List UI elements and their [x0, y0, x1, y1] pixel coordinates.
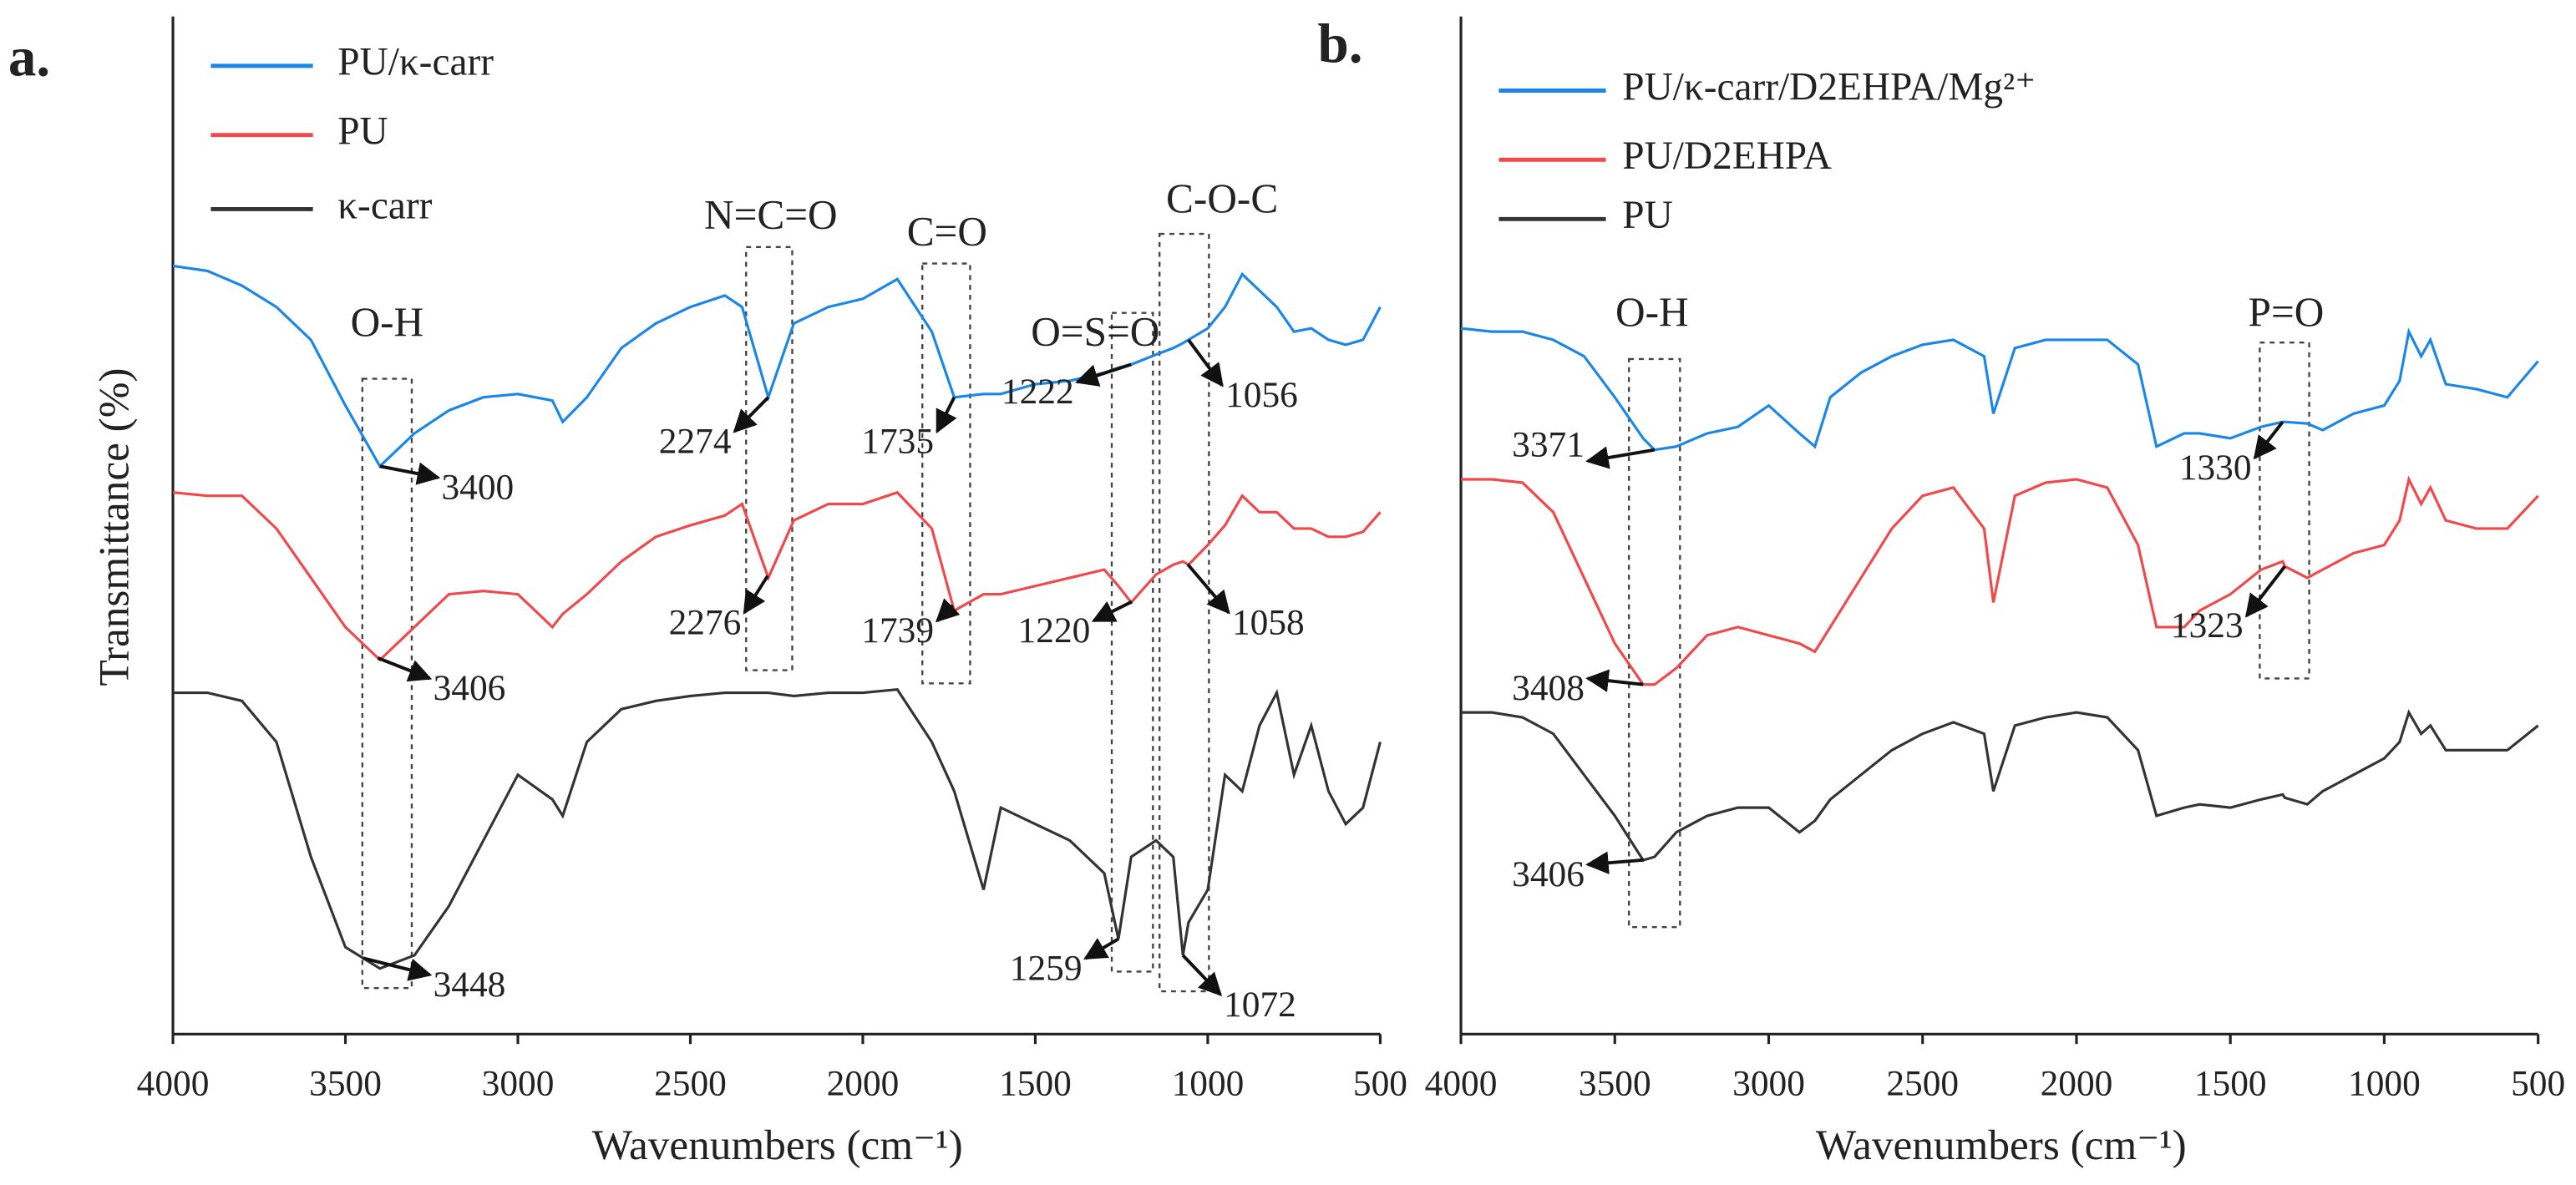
x-tick-label: 4000	[137, 1063, 210, 1103]
peak-arrow	[1585, 851, 1645, 874]
peak-label: 1330	[2179, 448, 2252, 488]
peak-arrow	[2253, 421, 2284, 460]
legend-label: PU	[337, 110, 388, 154]
region-label: C=O	[907, 208, 987, 254]
x-tick-label: 2000	[827, 1063, 900, 1103]
peak-arrow	[1091, 600, 1133, 623]
peak-label: 1220	[1018, 610, 1091, 651]
spectrum-line	[173, 687, 1382, 970]
region-box	[921, 262, 971, 685]
spectrum-line	[172, 490, 1382, 662]
peak-label: 1735	[861, 421, 934, 461]
x-tick-label: 500	[2511, 1063, 2565, 1103]
x-tick-label: 3000	[482, 1063, 555, 1103]
peak-arrow	[936, 598, 961, 623]
peak-label: 3408	[1512, 668, 1585, 708]
legend-label: PU/κ-carr	[337, 41, 494, 84]
region-box	[361, 377, 413, 990]
legend-label: κ-carr	[337, 184, 432, 227]
peak-label: 2276	[669, 602, 742, 642]
peak-arrow	[936, 396, 957, 434]
x-tick-label: 500	[1353, 1063, 1407, 1103]
region-label: P=O	[2249, 289, 2325, 335]
spectrum-line	[1461, 709, 2539, 862]
peak-label: 2274	[659, 421, 732, 461]
peak-label: 3400	[441, 468, 514, 508]
legend-label: PU/D2EHPA	[1622, 134, 1832, 178]
peak-arrow	[377, 656, 433, 682]
legend-label: PU	[1622, 194, 1672, 237]
peak-label: 1739	[861, 610, 934, 651]
peak-label: 1072	[1224, 985, 1296, 1025]
peak-arrow	[1585, 446, 1656, 469]
spectrum-line	[1461, 475, 2539, 686]
peak-arrow	[379, 462, 441, 485]
peak-label: 1058	[1232, 602, 1305, 642]
region-label: O=S=O	[1031, 309, 1159, 355]
peak-arrow	[1074, 362, 1132, 387]
x-tick-label: 2500	[654, 1063, 727, 1103]
x-tick-label: 4000	[1425, 1063, 1498, 1103]
x-tick-label: 1500	[999, 1063, 1072, 1103]
peak-label: 3371	[1512, 424, 1585, 464]
peak-arrow	[743, 575, 769, 615]
spectrum-line	[1460, 327, 2539, 452]
peak-label: 3448	[434, 965, 506, 1005]
x-tick-label: 1500	[2194, 1063, 2267, 1103]
x-tick-label: 3000	[1732, 1063, 1805, 1103]
x-tick-label: 1000	[2348, 1063, 2421, 1103]
peak-arrow	[2244, 565, 2286, 618]
region-label: C-O-C	[1166, 175, 1278, 221]
panel-label: b.	[1317, 13, 1362, 75]
x-tick-label: 3500	[1579, 1063, 1651, 1103]
x-axis-title: Wavenumbers (cm⁻¹)	[1816, 1122, 2187, 1169]
region-box	[2259, 341, 2310, 680]
x-tick-label: 2000	[2041, 1063, 2113, 1103]
y-axis-title: Transmittance (%)	[91, 368, 139, 686]
peak-label: 1222	[1001, 372, 1074, 412]
region-box	[745, 246, 794, 671]
peak-label: 1056	[1225, 375, 1298, 415]
region-box	[1159, 232, 1210, 993]
peak-label: 3406	[1512, 854, 1585, 894]
peak-arrow	[1083, 937, 1119, 960]
x-axis-title: Wavenumbers (cm⁻¹)	[592, 1122, 963, 1169]
region-label: O-H	[351, 299, 424, 345]
x-tick-label: 1000	[1172, 1063, 1245, 1103]
x-tick-label: 3500	[309, 1063, 382, 1103]
region-box	[1627, 357, 1681, 929]
peak-arrow	[1186, 563, 1230, 615]
region-box	[1110, 311, 1154, 973]
peak-arrow	[1187, 338, 1224, 387]
spectrum-line	[172, 264, 1382, 468]
region-label: O-H	[1615, 289, 1689, 335]
peak-arrow	[363, 956, 433, 981]
peak-label: 1259	[1010, 948, 1083, 988]
peak-arrow	[733, 396, 770, 433]
peak-label: 1323	[2171, 605, 2244, 646]
peak-arrow	[1181, 954, 1223, 997]
panel-label: a.	[8, 25, 50, 88]
peak-label: 3406	[434, 668, 506, 708]
region-label: N=C=O	[704, 192, 838, 238]
x-tick-label: 2500	[1886, 1063, 1959, 1103]
peak-arrow	[1585, 669, 1644, 692]
legend-label: PU/κ-carr/D2EHPA/Mg²⁺	[1622, 65, 2036, 109]
